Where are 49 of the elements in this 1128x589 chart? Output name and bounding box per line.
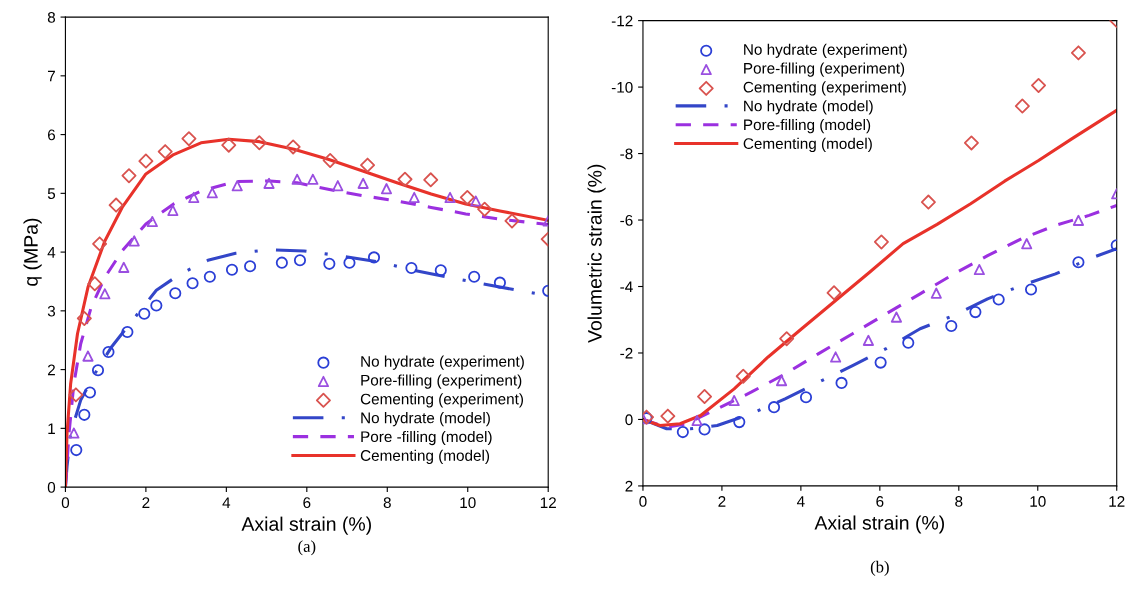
x-tick-label: 8 — [955, 496, 963, 507]
x-tick-label: 6 — [876, 496, 884, 507]
y-tick-label: 7 — [47, 70, 55, 82]
y-tick-label: 2 — [47, 364, 55, 376]
y-tick-label: 8 — [47, 11, 56, 23]
legend-label: Cementing (experiment) — [360, 393, 524, 408]
legend-label: No hydrate (experiment) — [361, 355, 524, 370]
legend-label: Cementing (experiment) — [743, 81, 906, 96]
legend-label: Cementing (model) — [360, 449, 490, 464]
y-tick-label: 1 — [48, 423, 55, 434]
x-tick-label: 12 — [1109, 496, 1125, 507]
y-tick-label: -12 — [611, 15, 633, 27]
x-tick-label: 10 — [460, 497, 476, 509]
legend-label: Pore-filling (experiment) — [361, 374, 522, 389]
x-tick-label: 0 — [61, 497, 70, 509]
x-tick-label: 6 — [303, 497, 311, 509]
legend-label: No hydrate (model) — [361, 412, 490, 427]
legend-label: Pore-filling (experiment) — [744, 62, 905, 77]
legend-label: Pore-filling (model) — [744, 118, 871, 134]
legend-label: Pore -filling (model) — [361, 430, 492, 446]
x-axis-title: Axial strain (%) — [814, 515, 944, 534]
text: (b) — [870, 560, 889, 576]
y-tick-label: -6 — [620, 214, 633, 226]
x-tick-label: 12 — [540, 497, 556, 508]
y-tick-label: 5 — [47, 188, 56, 200]
x-tick-label: 0 — [639, 496, 647, 507]
text: (a) — [298, 540, 316, 556]
x-tick-label: 8 — [383, 497, 391, 509]
y-axis-title: Volumetric strain (%) — [587, 164, 606, 343]
y-tick-label: -10 — [611, 81, 633, 93]
y-tick-label: 4 — [47, 247, 56, 258]
y-tick-label: -4 — [620, 281, 633, 293]
x-tick-label: 4 — [222, 497, 231, 508]
y-tick-label: 3 — [47, 305, 56, 317]
x-axis-title: Axial strain (%) — [241, 516, 371, 535]
y-tick-label: -8 — [620, 148, 633, 160]
y-axis-title: q (MPa) — [23, 218, 42, 286]
x-tick-label: 10 — [1030, 496, 1046, 507]
y-tick-label: 0 — [47, 481, 56, 493]
x-tick-label: 2 — [142, 497, 150, 508]
y-tick-label: 0 — [625, 414, 633, 426]
y-tick-label: -2 — [620, 347, 633, 359]
y-tick-label: 2 — [625, 480, 633, 492]
legend-label: No hydrate (model) — [744, 100, 873, 115]
legend-label: No hydrate (experiment) — [744, 43, 907, 58]
x-tick-label: 2 — [718, 496, 726, 507]
legend-label: Cementing (model) — [743, 137, 872, 153]
y-tick-label: 6 — [47, 129, 56, 141]
x-tick-label: 4 — [796, 496, 805, 507]
